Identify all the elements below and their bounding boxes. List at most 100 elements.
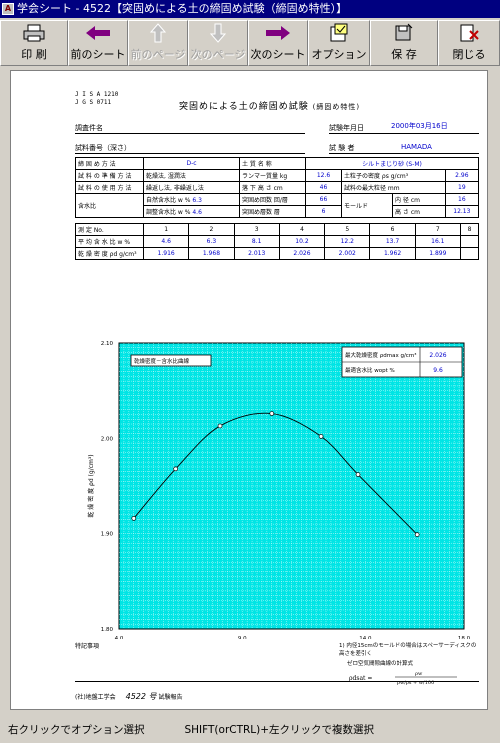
measurement-table: 測 定 No. 1 2 3 4 5 6 7 8 平 均 含 水 比 w % 4.6 6.3 8.1 10… (75, 223, 480, 260)
x-tick-label: 18.0 (458, 636, 471, 639)
cell: ランマー質量 kg (239, 169, 306, 182)
cell: 5 (324, 223, 371, 236)
options-icon (330, 23, 348, 42)
cell: 6.3 (188, 235, 235, 248)
table-row: 平 均 含 水 比 w % 4.6 6.3 8.1 10.2 12.2 13.7 16.1 (75, 235, 480, 248)
cell: 10.2 (278, 235, 326, 248)
cell: 乾燥法, 湿潤法 (143, 169, 240, 182)
next-sheet-label: 次のシート (250, 48, 306, 61)
toolbar: 印 刷 前のシート 前のページ 次のページ 次のシート オプション 保 存 閉じ… (0, 20, 500, 66)
save-icon (395, 23, 413, 41)
cell: 1.899 (414, 247, 461, 260)
data-point (131, 516, 137, 521)
next-page-button[interactable]: 次のページ (188, 20, 248, 66)
save-button[interactable]: 保 存 (370, 20, 438, 66)
table-row: 調整含水比 w % 4.6 突固め層数 層 6 高 さ cm 12.13 (76, 205, 480, 218)
tester-underline (329, 153, 479, 154)
data-point (318, 434, 324, 439)
close-button[interactable]: 閉じる (438, 20, 500, 66)
cell (459, 235, 480, 248)
x-tick-label: 4.0 (115, 636, 124, 639)
natural-wc-value: 6.3 (192, 197, 202, 204)
cell: 1.916 (142, 247, 190, 260)
compaction-chart: 乾燥密度－含水比曲線 最大乾燥密度 ρdmax g/cm³ 2.026 最適含水比 w… (71, 259, 476, 653)
prev-sheet-button[interactable]: 前のシート (68, 20, 128, 66)
print-label: 印 刷 (21, 48, 47, 61)
cell: 2.96 (444, 169, 480, 182)
cell: 16 (444, 193, 480, 206)
cell: 4.6 (142, 235, 190, 248)
sheet-title: 突固めによる土の締固め試験 (締固め特性) (179, 99, 360, 112)
cell: 調整含水比 w % 4.6 (143, 205, 240, 218)
cell: 46 (305, 181, 342, 194)
data-point (355, 472, 361, 477)
row-label: 乾 燥 密 度 ρd g/cm³ (75, 247, 144, 260)
printer-icon (23, 24, 45, 42)
cell: 試 料 の 準 備 方 法 (75, 169, 144, 182)
natural-wc-label: 自然含水比 w % (146, 197, 191, 204)
cell: 19 (444, 181, 480, 194)
cell: 12.2 (324, 235, 371, 248)
y-tick-label: 1.90 (101, 532, 114, 538)
report-sheet: J I S A 1210 J G S 0711 突固めによる土の締固め試験 (締… (10, 70, 488, 710)
arrow-left-icon (86, 26, 110, 40)
data-point (173, 466, 179, 472)
opt-wc-label: 最適含水比 wopt % (345, 366, 395, 374)
table-row: 試 料 の 使 用 方 法 繰返し法, 非繰返し法 落 下 高 さ cm 46 … (75, 181, 480, 194)
notes-footnote: 1) 内径15cmのモールドの場合はスペーサーディスクの高さを差引く (339, 643, 477, 657)
jis-code: J I S A 1210 (75, 91, 119, 98)
cell: 締 固 め 方 法 (75, 157, 144, 170)
table-row: 含水比 自然含水比 w % 6.3 突固め回数 回/層 66 モールド 内 径 … (75, 193, 480, 218)
cell: シルトまじり砂 (S-M) (305, 157, 479, 170)
arrow-right-icon (266, 26, 290, 40)
adjusted-wc-label: 調整含水比 w % (146, 209, 191, 216)
cell: 6 (369, 223, 416, 236)
cell: 7 (414, 223, 461, 236)
status-bar: 右クリックでオプション選択 SHIFT(orCTRL)+左クリックで複数選択 (0, 718, 500, 743)
cell: 2.013 (233, 247, 280, 260)
test-date-underline (329, 133, 479, 134)
cell: 8.1 (233, 235, 280, 248)
arrow-up-icon (150, 23, 166, 43)
cell: 含水比 (75, 193, 144, 218)
svg-text:ρw: ρw (415, 671, 423, 677)
max-density-label: 最大乾燥密度 ρdmax g/cm³ (345, 351, 416, 359)
adjusted-wc-value: 4.6 (192, 209, 202, 216)
sheet-subtitle: (締固め特性) (312, 103, 361, 111)
jgs-code: J G S 0711 (75, 99, 112, 106)
cell: 突固め層数 層 (239, 205, 306, 218)
window-title: 学会シート - 4522【突固めによる土の締固め試験（締固め特性）】 (17, 2, 348, 15)
svg-text:ρdsat =: ρdsat = (349, 675, 372, 682)
legend-box (130, 354, 212, 367)
prev-page-button[interactable]: 前のページ (128, 20, 188, 66)
print-button[interactable]: 印 刷 (0, 20, 68, 66)
close-label: 閉じる (452, 48, 486, 61)
table-row: 試 料 の 準 備 方 法 乾燥法, 湿潤法 ランマー質量 kg 12.6 土粒… (75, 169, 480, 182)
footer-company: (社)地盤工学会 (75, 694, 116, 701)
right-margin (490, 70, 498, 710)
row-label: 測 定 No. (75, 223, 144, 236)
spec-table: 締 固 め 方 法 D-c 土 質 名 称 シルトまじり砂 (S-M) 試 料 … (75, 157, 480, 218)
cell: 1.968 (188, 247, 235, 260)
x-tick-label: 14.0 (359, 636, 372, 639)
notes-formula-label: ゼロ空気間隙曲線の計算式 (347, 661, 414, 667)
max-density-value: 2.026 (429, 352, 446, 359)
chart-svg: 乾燥密度－含水比曲線 最大乾燥密度 ρdmax g/cm³ 2.026 最適含水比 w… (87, 341, 471, 653)
cell: 2.026 (278, 247, 326, 260)
cell (459, 247, 480, 260)
cell: 12.13 (444, 205, 480, 218)
test-date-label: 試験年月日 (329, 124, 364, 132)
cell: 16.1 (414, 235, 461, 248)
footer-number: 4522 号 (125, 692, 157, 701)
cell: D-c (143, 157, 240, 170)
data-point (217, 423, 223, 429)
next-sheet-button[interactable]: 次のシート (248, 20, 308, 66)
close-icon (460, 24, 479, 42)
table-row: 締 固 め 方 法 D-c 土 質 名 称 シルトまじり砂 (S-M) (75, 157, 479, 170)
opt-wc-value: 9.6 (433, 367, 443, 374)
options-button[interactable]: オプション (308, 20, 370, 66)
cell: 落 下 高 さ cm (239, 181, 306, 194)
cell: 8 (459, 223, 480, 236)
cell: 高 さ cm (392, 205, 446, 218)
cell: 13.7 (369, 235, 416, 248)
